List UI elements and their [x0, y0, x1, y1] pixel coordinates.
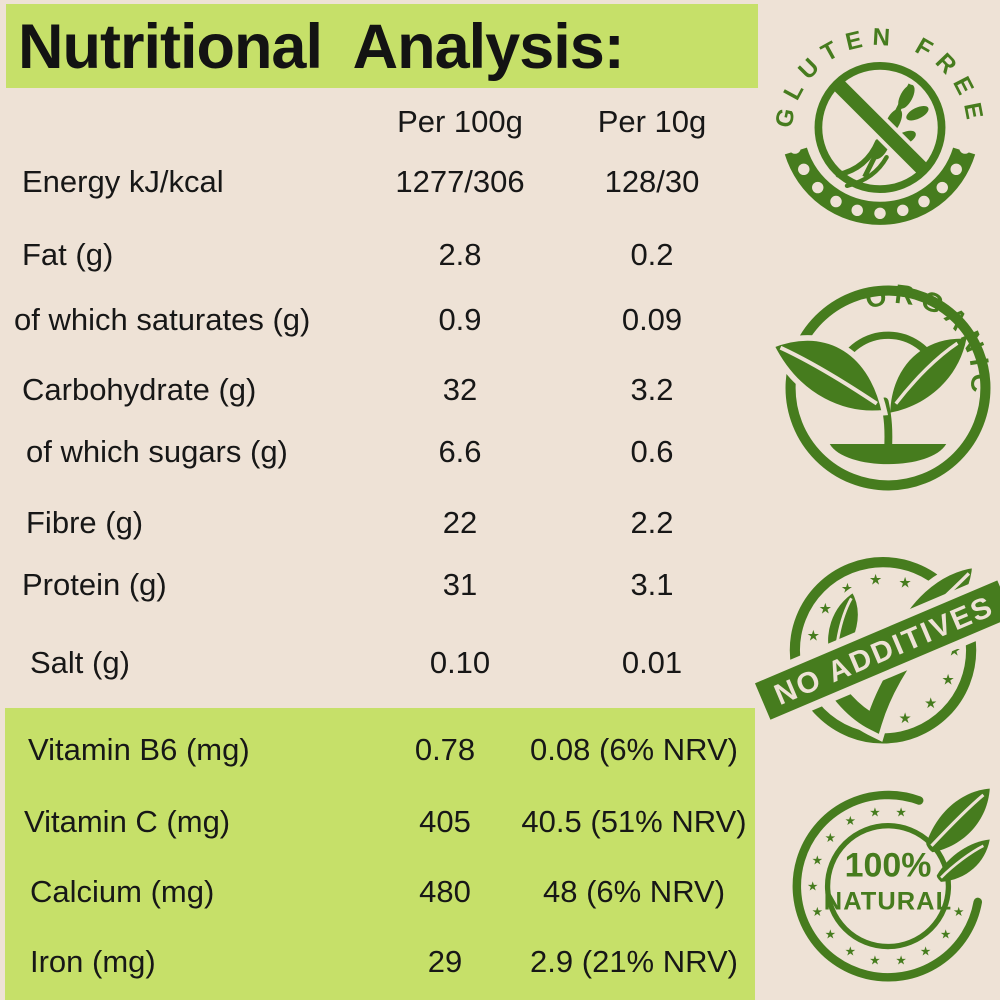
row-label: Iron (mg) [30, 944, 156, 979]
table-row: of which sugars (g) 6.6 0.6 [0, 432, 780, 472]
svg-text:★: ★ [898, 575, 911, 592]
row-per100g: 405 [419, 804, 471, 839]
organic-badge-icon: ORGANIC [767, 279, 991, 491]
sprout-icon [767, 335, 967, 465]
inner-circle [814, 62, 946, 193]
row-per100g: 1277/306 [395, 164, 525, 199]
row-per100g: 0.78 [414, 732, 476, 767]
row-per10g: 3.1 [630, 567, 674, 602]
row-per100g: 6.6 [438, 434, 482, 469]
svg-text:★: ★ [940, 927, 951, 942]
table-row: Fibre (g) 22 2.2 [0, 503, 780, 543]
row-per10g: 2.9 (21% NRV) [530, 944, 738, 979]
badge-natural: ★ ★ ★ ★ ★ ★ ★ ★ ★ ★ ★ ★ ★ ★ 100% NATURAL [782, 778, 994, 990]
col-header-per10g: Per 10g [597, 104, 707, 139]
row-per10g: 40.5 (51% NRV) [521, 804, 747, 839]
table-header-row: Per 100g Per 10g [0, 102, 780, 142]
row-per100g: 31 [442, 567, 478, 602]
row-per10g: 0.01 [621, 645, 683, 680]
svg-text:★: ★ [898, 710, 911, 727]
table-row: Protein (g) 31 3.1 [0, 565, 780, 605]
vitamin-row: Vitamin B6 (mg) 0.78 0.08 (6% NRV) [0, 730, 780, 770]
svg-text:★: ★ [845, 813, 856, 828]
row-label: Energy kJ/kcal [22, 164, 224, 199]
svg-text:★: ★ [807, 628, 820, 645]
band-dots [789, 142, 971, 220]
table-row: Carbohydrate (g) 32 3.2 [0, 370, 780, 410]
svg-text:★: ★ [812, 904, 823, 919]
svg-text:★: ★ [812, 853, 823, 868]
row-label: Fat (g) [22, 237, 114, 272]
row-per10g: 48 (6% NRV) [542, 874, 726, 909]
row-label: Vitamin B6 (mg) [28, 732, 250, 767]
svg-text:★: ★ [825, 927, 836, 942]
row-label: of which saturates (g) [14, 302, 311, 337]
row-per10g: 0.08 (6% NRV) [530, 732, 738, 767]
svg-text:★: ★ [845, 944, 856, 959]
svg-text:★: ★ [895, 952, 906, 967]
row-per100g: 0.10 [429, 645, 491, 680]
slash-icon [830, 77, 932, 178]
natural-label-bottom: NATURAL [824, 887, 952, 915]
row-per100g: 22 [442, 505, 478, 540]
svg-text:★: ★ [869, 571, 882, 588]
row-per100g: 32 [442, 372, 478, 407]
svg-text:★: ★ [924, 695, 937, 712]
inner-circle [824, 823, 952, 950]
badge-no-additives: ★★ ★★ ★★ ★★ ★★ ★★ ★★ ★ NO ADDITIVES [746, 535, 1000, 761]
row-label: of which sugars (g) [26, 434, 288, 469]
svg-text:★: ★ [807, 878, 818, 893]
svg-text:★: ★ [895, 804, 906, 819]
row-per10g: 2.2 [630, 505, 674, 540]
svg-text:★: ★ [869, 804, 880, 819]
outer-circle [785, 285, 991, 491]
gluten-free-badge-icon: GLUTEN FREE [770, 24, 981, 225]
title-bar: Nutritional Analysis: [6, 4, 758, 88]
table-row: Energy kJ/kcal 1277/306 128/30 [0, 162, 780, 202]
svg-text:★: ★ [825, 830, 836, 845]
row-per10g: 3.2 [630, 372, 674, 407]
badge-gluten-free: GLUTEN FREE [770, 12, 990, 232]
leaves-icon [926, 788, 990, 882]
vitamin-row: Vitamin C (mg) 405 40.5 (51% NRV) [0, 802, 780, 842]
row-label: Carbohydrate (g) [22, 372, 257, 407]
row-per10g: 0.09 [621, 302, 683, 337]
vitamin-row: Calcium (mg) 480 48 (6% NRV) [0, 872, 780, 912]
svg-text:★: ★ [942, 671, 955, 688]
row-label: Salt (g) [30, 645, 130, 680]
row-per10g: 128/30 [604, 164, 700, 199]
no-additives-badge-icon: ★★ ★★ ★★ ★★ ★★ ★★ ★★ ★ NO ADDITIVES [746, 557, 1000, 744]
svg-text:★: ★ [953, 904, 964, 919]
vitamin-panel [5, 708, 755, 1000]
row-label: Vitamin C (mg) [24, 804, 231, 839]
row-per100g: 29 [427, 944, 463, 979]
row-label: Calcium (mg) [30, 874, 215, 909]
table-row: of which saturates (g) 0.9 0.09 [0, 300, 780, 340]
svg-text:★: ★ [869, 952, 880, 967]
table-row: Fat (g) 2.8 0.2 [0, 235, 780, 275]
outer-swirl [792, 790, 983, 982]
bottom-band [784, 147, 976, 225]
row-per100g: 2.8 [438, 237, 482, 272]
row-label: Fibre (g) [26, 505, 144, 540]
col-header-per100g: Per 100g [397, 104, 523, 139]
row-per10g: 0.6 [630, 434, 674, 469]
row-per100g: 0.9 [438, 302, 482, 337]
star-ring: ★★ ★★ ★★ ★★ ★★ ★★ ★ ★ [807, 804, 964, 967]
vitamin-row: Iron (mg) 29 2.9 (21% NRV) [0, 942, 780, 982]
badge-organic: ORGANIC [767, 276, 1000, 500]
row-per100g: 480 [419, 874, 471, 909]
row-label: Protein (g) [22, 567, 167, 602]
page-title: Nutritional Analysis: [18, 12, 625, 82]
svg-text:★: ★ [920, 944, 931, 959]
natural-label-top: 100% [845, 847, 932, 885]
row-per10g: 0.2 [630, 237, 674, 272]
table-row: Salt (g) 0.10 0.01 [0, 643, 780, 683]
natural-badge-icon: ★★ ★★ ★★ ★★ ★★ ★★ ★ ★ 100% NATURAL [792, 788, 990, 982]
